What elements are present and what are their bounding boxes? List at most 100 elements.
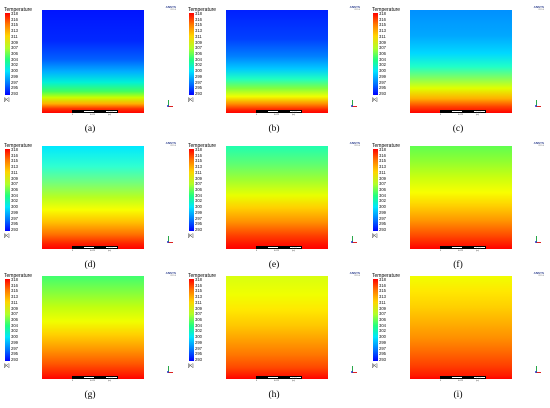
legend-tick-label: 295 bbox=[379, 351, 386, 357]
legend-tick-label: 318 bbox=[195, 11, 202, 16]
x-axis-icon bbox=[168, 242, 173, 243]
temperature-contour-panel: Temperature 318 316 315 313 311 309 307 306 304 30… bbox=[186, 4, 362, 116]
logo-version: R19.0 bbox=[538, 275, 544, 277]
ansys-logo: ANSYS R19.0 bbox=[534, 272, 544, 278]
legend-tick-label: 311 bbox=[195, 169, 202, 175]
legend-tick-label: 306 bbox=[11, 317, 18, 322]
axis-triad-icon bbox=[351, 366, 359, 374]
x-axis-icon bbox=[536, 242, 541, 243]
legend-tick-label: 293 bbox=[379, 91, 386, 96]
legend-tick-label: 307 bbox=[195, 311, 202, 317]
z-axis-icon bbox=[351, 105, 353, 107]
scale-bar-label: 0.025 bbox=[274, 250, 280, 252]
legend-tick-label: 309 bbox=[195, 39, 202, 45]
x-axis-icon bbox=[536, 106, 541, 107]
legend-tick-label: 293 bbox=[195, 91, 202, 96]
legend-tick-label: 313 bbox=[379, 164, 386, 170]
legend-tick-label: 295 bbox=[195, 85, 202, 91]
legend-title: Temperature bbox=[4, 7, 33, 13]
legend-tick-label: 318 bbox=[195, 147, 202, 152]
scale-bar-label: 0 bbox=[72, 380, 74, 382]
legend-tick-label: 302 bbox=[379, 198, 386, 204]
color-bar bbox=[5, 279, 10, 361]
scale-bar-segment bbox=[105, 109, 118, 113]
legend-tick-label: 299 bbox=[195, 73, 202, 79]
legend-tick-label: 306 bbox=[379, 187, 386, 192]
legend-tick-label: 309 bbox=[195, 305, 202, 311]
legend-tick-label: 297 bbox=[379, 79, 386, 85]
legend-tick-label: 313 bbox=[11, 28, 18, 34]
legend-tick-label: 318 bbox=[379, 147, 386, 152]
subfigure-caption: (h) bbox=[268, 390, 280, 400]
scale-bar-label: 0.050 (m) bbox=[292, 248, 298, 252]
color-bar bbox=[189, 149, 194, 231]
temperature-field bbox=[226, 276, 328, 379]
y-axis-icon bbox=[352, 366, 353, 372]
legend-tick-label: 300 bbox=[11, 204, 18, 210]
legend-title: Temperature bbox=[372, 7, 401, 13]
legend-tick-label: 311 bbox=[195, 33, 202, 39]
scale-bar-label: 0.025 bbox=[458, 250, 464, 252]
temperature-contour-panel: Temperature 318 316 315 313 311 309 307 306 304 30… bbox=[186, 140, 362, 252]
legend-tick-label: 316 bbox=[379, 282, 386, 288]
legend-tick-label: 315 bbox=[11, 158, 18, 164]
legend-tick-label: 313 bbox=[195, 164, 202, 170]
legend-tick-label: 293 bbox=[379, 227, 386, 232]
legend-tick-label: 306 bbox=[195, 317, 202, 322]
temperature-field bbox=[42, 146, 144, 249]
legend-tick-label: 313 bbox=[379, 28, 386, 34]
temperature-contour-panel: Temperature 318 316 315 313 311 309 307 306 304 30… bbox=[2, 270, 178, 382]
scale-bar: 0 0.025 0.050 (m) bbox=[72, 245, 118, 252]
scale-bar-label: 0 bbox=[256, 114, 258, 116]
legend-unit: [K] bbox=[4, 233, 10, 238]
logo-name: ANSYS bbox=[349, 141, 360, 145]
legend-tick-label: 316 bbox=[195, 16, 202, 22]
x-axis-icon bbox=[352, 372, 357, 373]
scale-bar-label: 0.050 (m) bbox=[476, 378, 482, 382]
legend-tick-label: 293 bbox=[11, 91, 18, 96]
legend-tick-label: 315 bbox=[379, 22, 386, 28]
temperature-field bbox=[42, 10, 144, 113]
temperature-contour-panel: Temperature 318 316 315 313 311 309 307 306 304 30… bbox=[186, 270, 362, 382]
legend-tick-label: 299 bbox=[379, 73, 386, 79]
z-axis-icon bbox=[167, 371, 169, 373]
legend-tick-label: 307 bbox=[379, 311, 386, 317]
legend-unit: [K] bbox=[188, 363, 194, 368]
legend-tick-label: 306 bbox=[11, 187, 18, 192]
legend-tick-label: 313 bbox=[11, 164, 18, 170]
temperature-field bbox=[410, 276, 512, 379]
subfigure-caption: (e) bbox=[268, 260, 280, 270]
legend-ticks: 318 316 315 313 311 309 307 306 304 302 300 299 297 2… bbox=[11, 147, 25, 231]
scale-bar-label: 0.050 (m) bbox=[108, 112, 114, 116]
logo-version: R19.0 bbox=[354, 9, 360, 11]
ansys-logo: ANSYS R19.0 bbox=[350, 272, 360, 278]
legend-ticks: 318 316 315 313 311 309 307 306 304 302 300 299 297 2… bbox=[11, 277, 25, 361]
legend-tick-label: 315 bbox=[379, 288, 386, 294]
y-axis-icon bbox=[352, 100, 353, 106]
scale-bar: 0 0.025 0.050 (m) bbox=[256, 375, 302, 382]
legend-tick-label: 318 bbox=[195, 277, 202, 282]
color-bar bbox=[189, 279, 194, 361]
legend-tick-label: 315 bbox=[195, 22, 202, 28]
color-bar bbox=[373, 279, 378, 361]
y-axis-icon bbox=[168, 100, 169, 106]
subfigure-caption: (i) bbox=[453, 390, 463, 400]
z-axis-icon bbox=[167, 241, 169, 243]
legend-tick-label: 315 bbox=[195, 158, 202, 164]
legend-tick-label: 307 bbox=[11, 181, 18, 187]
legend-tick-label: 318 bbox=[379, 277, 386, 282]
legend-tick-label: 295 bbox=[11, 221, 18, 227]
subfigure-caption: (g) bbox=[84, 390, 96, 400]
legend-tick-label: 297 bbox=[11, 79, 18, 85]
legend-tick-label: 318 bbox=[11, 277, 18, 282]
legend-tick-label: 297 bbox=[379, 345, 386, 351]
legend-tick-label: 304 bbox=[11, 322, 18, 328]
legend-tick-label: 304 bbox=[379, 56, 386, 62]
legend-ticks: 318 316 315 313 311 309 307 306 304 302 300 299 297 2… bbox=[195, 11, 209, 96]
legend-title: Temperature bbox=[372, 273, 401, 279]
legend-tick-label: 315 bbox=[379, 158, 386, 164]
legend-tick-label: 311 bbox=[11, 33, 18, 39]
legend-tick-label: 311 bbox=[379, 169, 386, 175]
legend-title: Temperature bbox=[188, 7, 217, 13]
scale-bar-label: 0.025 bbox=[458, 380, 464, 382]
